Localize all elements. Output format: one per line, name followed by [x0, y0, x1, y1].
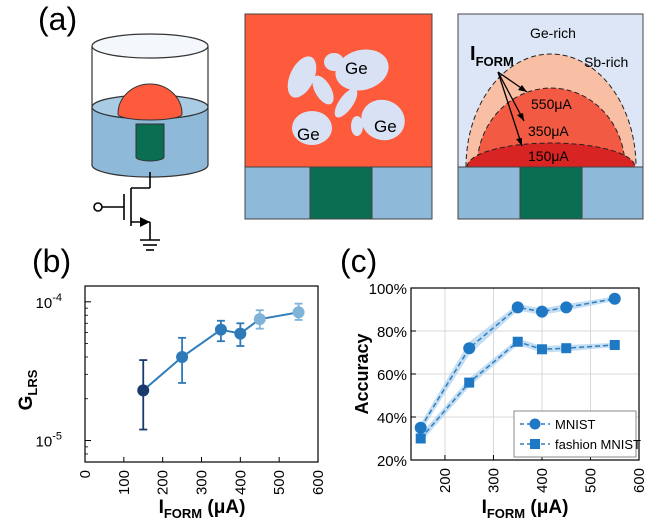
chart-c-point-circle	[608, 292, 621, 305]
chart-b-xlabel: IFORM (μA)	[159, 497, 246, 521]
legend-label-mnist: MNIST	[555, 417, 596, 432]
iform-arrowheads	[516, 85, 527, 146]
chart-c-ylabel: Accuracy	[352, 333, 372, 414]
device-top-cap	[91, 33, 209, 59]
chart-b-ylabel: GLRS	[16, 369, 40, 410]
chart-b-xticks: 0 100 200 300 400 500 600	[77, 457, 327, 495]
chart-b-point	[176, 351, 189, 364]
chart-c-point-circle	[535, 305, 548, 318]
chart-b: 0 100 200 300 400 500 600 10-5 10-4 GLRS IFORM …	[16, 285, 327, 521]
dome-150	[466, 142, 636, 168]
chart-c-point-square	[512, 336, 523, 347]
ge-label-1: Ge	[345, 59, 368, 78]
legend-marker-square-icon	[530, 439, 540, 449]
chart-c-ytick-label: 80%	[377, 324, 407, 341]
chart-c-ytick-label: 100%	[369, 281, 407, 298]
chart-b-point	[253, 313, 266, 326]
chart-c-point-circle	[560, 301, 573, 314]
ge-blobs	[287, 49, 405, 145]
chart-c-ytick-label: 40%	[377, 410, 407, 427]
chart-c-xticks: 200 300 400 500 600	[437, 455, 648, 493]
chart-c-xtick-label: 500	[582, 468, 599, 493]
chart-b-points	[137, 302, 305, 431]
chart-c-point-square	[536, 344, 547, 355]
electrode-right-2	[581, 166, 644, 220]
chart-b-xtick-label: 600	[310, 470, 327, 495]
chart-b-point	[234, 327, 247, 340]
pcm-crystalline-region	[244, 13, 433, 168]
chart-c: 200 300 400 500 600 20% 40% 60% 80% 100% Accurac…	[352, 281, 648, 521]
cross-section-ge-clusters: Ge Ge Ge	[244, 13, 433, 220]
chart-b-ytick-label: 10-5	[36, 431, 62, 451]
chart-c-point-square	[561, 343, 572, 354]
access-transistor	[93, 172, 160, 251]
device-heater	[135, 123, 165, 162]
dome-label-550: 550μA	[531, 96, 572, 112]
ge-label-3: Ge	[374, 117, 397, 136]
chart-c-point-circle	[414, 421, 427, 434]
chart-b-xtick-label: 500	[271, 470, 288, 495]
chart-b-xtick-label: 400	[232, 470, 249, 495]
transistor-arrow-icon	[140, 217, 150, 227]
pcm-device-cylinder	[91, 33, 209, 178]
chart-b-series-line	[142, 311, 299, 392]
panel-label-c: (c)	[340, 243, 377, 279]
iform-label: IFORM	[470, 43, 514, 69]
chart-c-point-square	[415, 433, 426, 444]
chart-c-ytick-label: 60%	[377, 367, 407, 384]
chart-c-yticks: 20% 40% 60% 80% 100%	[369, 281, 416, 470]
ge-rich-label: Ge-rich	[530, 25, 576, 41]
chart-b-xtick-label: 100	[116, 470, 133, 495]
chart-b-xtick-label: 0	[77, 470, 94, 478]
legend-marker-circle-icon	[529, 418, 541, 430]
chart-c-line-0	[420, 298, 615, 429]
electrode-left-2	[457, 166, 521, 220]
panel-label-b: (b)	[32, 243, 71, 279]
chart-b-point	[137, 384, 150, 397]
chart-c-point-circle	[463, 342, 476, 355]
chart-c-point-square	[464, 377, 475, 388]
chart-b-frame	[84, 285, 319, 463]
chart-c-point-square	[609, 339, 620, 350]
panel-label-a: (a)	[38, 1, 77, 37]
legend-label-fashion: fashion MNIST	[555, 437, 641, 452]
chart-c-xtick-label: 200	[437, 468, 454, 493]
chart-c-xtick-label: 600	[631, 468, 648, 493]
chart-b-xtick-label: 200	[155, 470, 172, 495]
chart-b-point	[214, 323, 227, 336]
chart-c-legend: MNIST fashion MNIST	[513, 410, 641, 458]
chart-c-ytick-label: 20%	[377, 453, 407, 470]
chart-b-yticks: 10-5 10-4	[36, 292, 91, 463]
chart-c-band-1	[420, 338, 615, 443]
dome-label-150: 150μA	[528, 148, 569, 164]
sb-rich-label: Sb-rich	[584, 54, 628, 70]
chart-b-ytick-label: 10-4	[36, 292, 62, 312]
cross-section-forming: Ge-rich Sb-rich IFORM 550μA 350μA 150μA	[457, 13, 644, 220]
device-mushroom-cell	[117, 83, 183, 121]
chart-b-xtick-label: 300	[194, 470, 211, 495]
chart-c-xlabel: IFORM (μA)	[482, 497, 569, 521]
chart-b-point	[292, 306, 305, 319]
heater-cross-section	[309, 166, 373, 220]
chart-c-xtick-label: 300	[485, 468, 502, 493]
electrode-right	[371, 166, 433, 220]
heater-cross-section-2	[519, 166, 583, 220]
electrode-left	[244, 166, 311, 220]
ge-label-2: Ge	[297, 125, 320, 144]
chart-c-xtick-label: 400	[534, 468, 551, 493]
dome-label-350: 350μA	[528, 123, 569, 139]
chart-c-series	[414, 292, 621, 444]
chart-c-point-circle	[511, 301, 524, 314]
chart-c-line-1	[420, 340, 615, 439]
device-walls	[91, 46, 209, 107]
